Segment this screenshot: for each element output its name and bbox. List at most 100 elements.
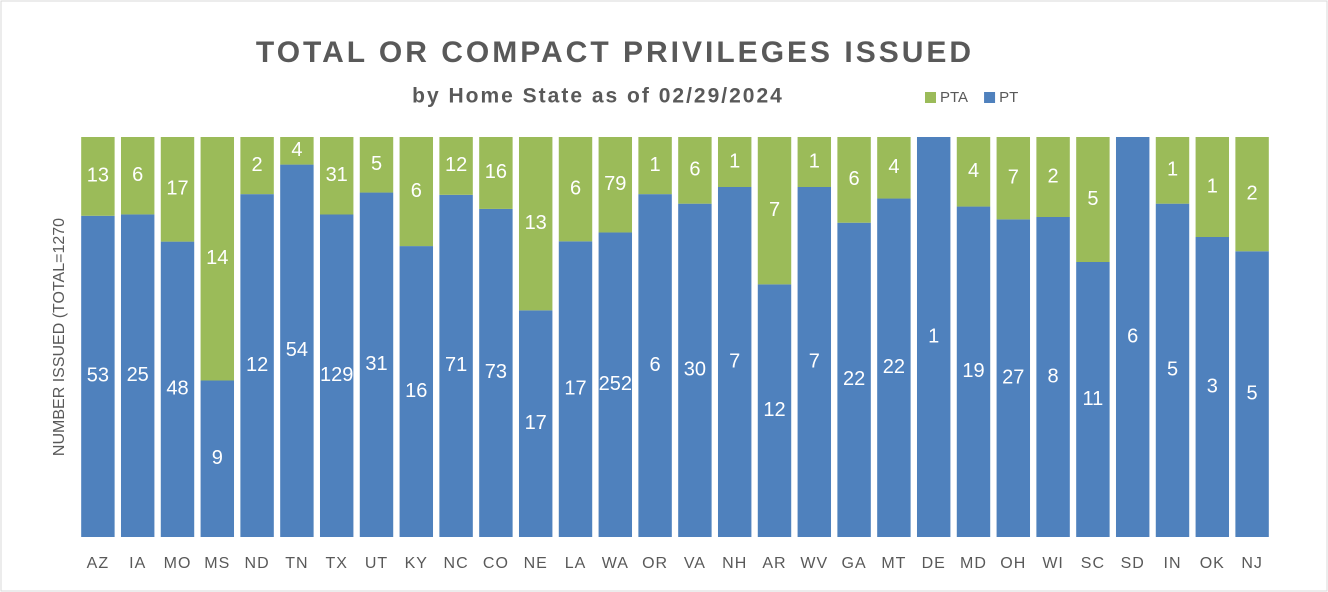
bar-segment	[479, 208, 513, 538]
data-label: 9	[212, 447, 223, 469]
x-tick-label: TN	[285, 555, 308, 572]
data-label: 17	[525, 412, 547, 434]
x-tick-label: OR	[642, 555, 668, 572]
bar-segment	[837, 137, 871, 223]
data-label: 2	[1247, 182, 1258, 204]
bar-segment	[956, 137, 991, 207]
y-axis-label: NUMBER ISSUED (TOTAL=1270	[51, 218, 68, 456]
bar-segment	[81, 215, 115, 537]
data-label: 4	[888, 156, 899, 178]
data-label: 12	[246, 354, 268, 376]
data-label: 13	[525, 212, 547, 234]
data-label: 16	[485, 161, 507, 183]
bar-segment	[200, 380, 235, 537]
bar-segment	[598, 232, 633, 538]
data-label: 7	[769, 199, 780, 221]
data-label: 30	[684, 359, 706, 381]
bar-segment	[120, 137, 155, 215]
x-tick-label: NC	[444, 555, 469, 572]
bar-segment	[1036, 137, 1070, 217]
bar-segment	[996, 137, 1031, 220]
legend-label: PTA	[940, 89, 968, 106]
bar-segment	[1195, 137, 1230, 237]
data-label: 252	[599, 373, 632, 395]
x-tick-label: WI	[1042, 555, 1064, 572]
bar-segment	[717, 187, 752, 537]
data-label: 31	[326, 164, 348, 186]
x-tick-label: MO	[164, 555, 192, 572]
bar-segment	[1115, 137, 1150, 537]
data-label: 25	[127, 364, 149, 386]
data-label: 1	[1167, 159, 1178, 181]
data-label: 31	[365, 353, 387, 375]
data-label: 6	[650, 354, 661, 376]
bar-segment	[877, 137, 911, 199]
data-label: 6	[689, 159, 700, 181]
bar-segment	[280, 137, 314, 165]
x-tick-label: OK	[1200, 555, 1225, 572]
bar-segment	[678, 137, 712, 204]
x-tick-label: VA	[684, 555, 706, 572]
data-label: 7	[1008, 166, 1019, 188]
data-label: 17	[166, 178, 188, 200]
bar-segment	[319, 214, 354, 537]
data-label: 4	[968, 160, 979, 182]
x-tick-label: SC	[1081, 555, 1105, 572]
data-label: 54	[286, 339, 308, 361]
data-label: 2	[252, 154, 263, 176]
bar-segment	[558, 241, 593, 537]
bar-segment	[598, 137, 633, 233]
data-label: 6	[132, 164, 143, 186]
bar-segment	[518, 310, 553, 537]
x-tick-label: LA	[565, 555, 587, 572]
bar-segment	[240, 194, 274, 537]
data-label: 12	[763, 399, 785, 421]
bar-segment	[399, 246, 434, 537]
data-label: 3	[1207, 375, 1218, 397]
bar-segment	[1195, 237, 1230, 537]
x-tick-label: IA	[129, 555, 146, 572]
bar-segment	[797, 187, 832, 537]
chart-title: TOTAL OR COMPACT PRIVILEGES ISSUED	[256, 36, 974, 69]
bar-segment	[1076, 262, 1110, 537]
data-label: 5	[1247, 382, 1258, 404]
data-label: 53	[87, 365, 109, 387]
data-label: 6	[849, 168, 860, 190]
bar-segment	[638, 137, 672, 195]
x-tick-label: MD	[960, 555, 987, 572]
data-label: 71	[445, 354, 467, 376]
x-tick-label: CO	[483, 555, 509, 572]
bar-segment	[1155, 137, 1190, 204]
data-label: 14	[206, 247, 228, 269]
bar-segment	[319, 137, 354, 215]
bar-segment	[518, 137, 553, 311]
x-tick-label: TX	[325, 555, 347, 572]
data-label: 12	[445, 154, 467, 176]
data-label: 7	[729, 350, 740, 372]
data-label: 13	[87, 165, 109, 187]
bar-segment	[996, 219, 1031, 537]
data-label: 129	[320, 364, 353, 386]
x-tick-label: IN	[1164, 555, 1182, 572]
data-label: 48	[166, 378, 188, 400]
data-label: 6	[1127, 325, 1138, 347]
bar-segment	[638, 194, 672, 537]
data-label: 79	[604, 173, 626, 195]
x-tick-label: AR	[762, 555, 786, 572]
legend: PTA PT	[925, 89, 1018, 106]
bar-segment	[81, 137, 115, 216]
bar-segment	[439, 137, 473, 195]
data-label: 7	[809, 350, 820, 372]
data-label: 5	[371, 153, 382, 175]
bar-segment	[1235, 251, 1269, 538]
x-tick-label: SD	[1121, 555, 1145, 572]
data-label: 1	[650, 154, 661, 176]
bar-segment	[1076, 137, 1110, 262]
data-label: 17	[564, 377, 586, 399]
bar-segment	[916, 137, 951, 537]
bar-segment	[280, 164, 314, 537]
bar-segment	[160, 241, 195, 537]
data-label: 2	[1048, 165, 1059, 187]
data-label: 1	[729, 150, 740, 172]
